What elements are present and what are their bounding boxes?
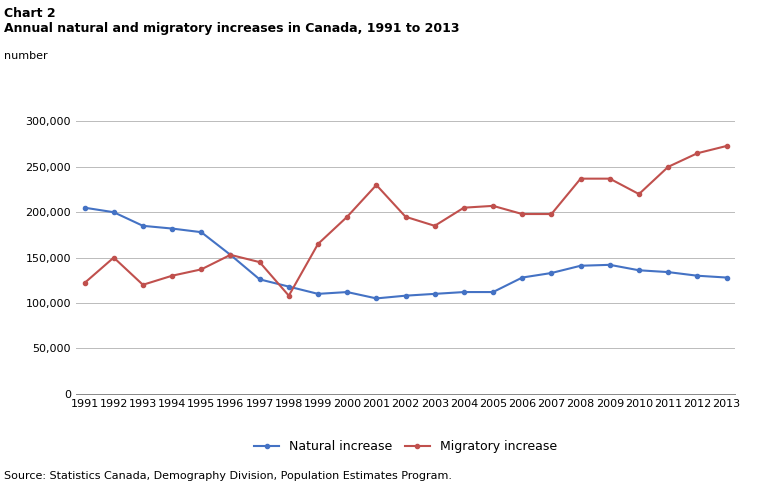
Migratory increase: [284, 293, 293, 298]
Natural increase: [459, 289, 468, 295]
Natural increase: [284, 284, 293, 290]
Migratory increase: [197, 266, 206, 272]
Text: Source: Statistics Canada, Demography Division, Population Estimates Program.: Source: Statistics Canada, Demography Di…: [4, 471, 452, 481]
Migratory increase: [314, 241, 323, 247]
Natural increase: [693, 273, 702, 278]
Migratory increase: [693, 150, 702, 156]
Natural increase: [547, 270, 556, 276]
Natural increase: [139, 223, 148, 229]
Migratory increase: [518, 211, 527, 217]
Migratory increase: [372, 182, 381, 188]
Natural increase: [576, 263, 585, 269]
Natural increase: [605, 262, 614, 268]
Migratory increase: [401, 214, 410, 220]
Natural increase: [80, 205, 89, 210]
Migratory increase: [547, 211, 556, 217]
Natural increase: [488, 289, 497, 295]
Natural increase: [168, 226, 177, 231]
Migratory increase: [576, 176, 585, 182]
Natural increase: [663, 269, 672, 275]
Legend: Natural increase, Migratory increase: Natural increase, Migratory increase: [249, 435, 562, 458]
Migratory increase: [459, 205, 468, 210]
Migratory increase: [343, 214, 352, 220]
Natural increase: [372, 295, 381, 301]
Migratory increase: [663, 164, 672, 170]
Natural increase: [314, 291, 323, 297]
Text: Annual natural and migratory increases in Canada, 1991 to 2013: Annual natural and migratory increases i…: [4, 22, 459, 35]
Line: Migratory increase: Migratory increase: [83, 144, 728, 298]
Migratory increase: [430, 223, 439, 229]
Natural increase: [634, 267, 644, 273]
Natural increase: [109, 209, 118, 215]
Line: Natural increase: Natural increase: [83, 206, 728, 300]
Natural increase: [255, 277, 265, 282]
Natural increase: [722, 275, 731, 280]
Migratory increase: [80, 280, 89, 286]
Migratory increase: [109, 255, 118, 260]
Natural increase: [343, 289, 352, 295]
Natural increase: [401, 293, 410, 298]
Natural increase: [226, 252, 235, 258]
Migratory increase: [139, 282, 148, 288]
Migratory increase: [226, 252, 235, 258]
Natural increase: [518, 275, 527, 280]
Migratory increase: [255, 259, 265, 265]
Natural increase: [430, 291, 439, 297]
Migratory increase: [722, 143, 731, 149]
Migratory increase: [168, 273, 177, 278]
Text: number: number: [4, 51, 48, 61]
Natural increase: [197, 229, 206, 235]
Migratory increase: [634, 191, 644, 197]
Text: Chart 2: Chart 2: [4, 7, 55, 20]
Migratory increase: [605, 176, 614, 182]
Migratory increase: [488, 203, 497, 209]
